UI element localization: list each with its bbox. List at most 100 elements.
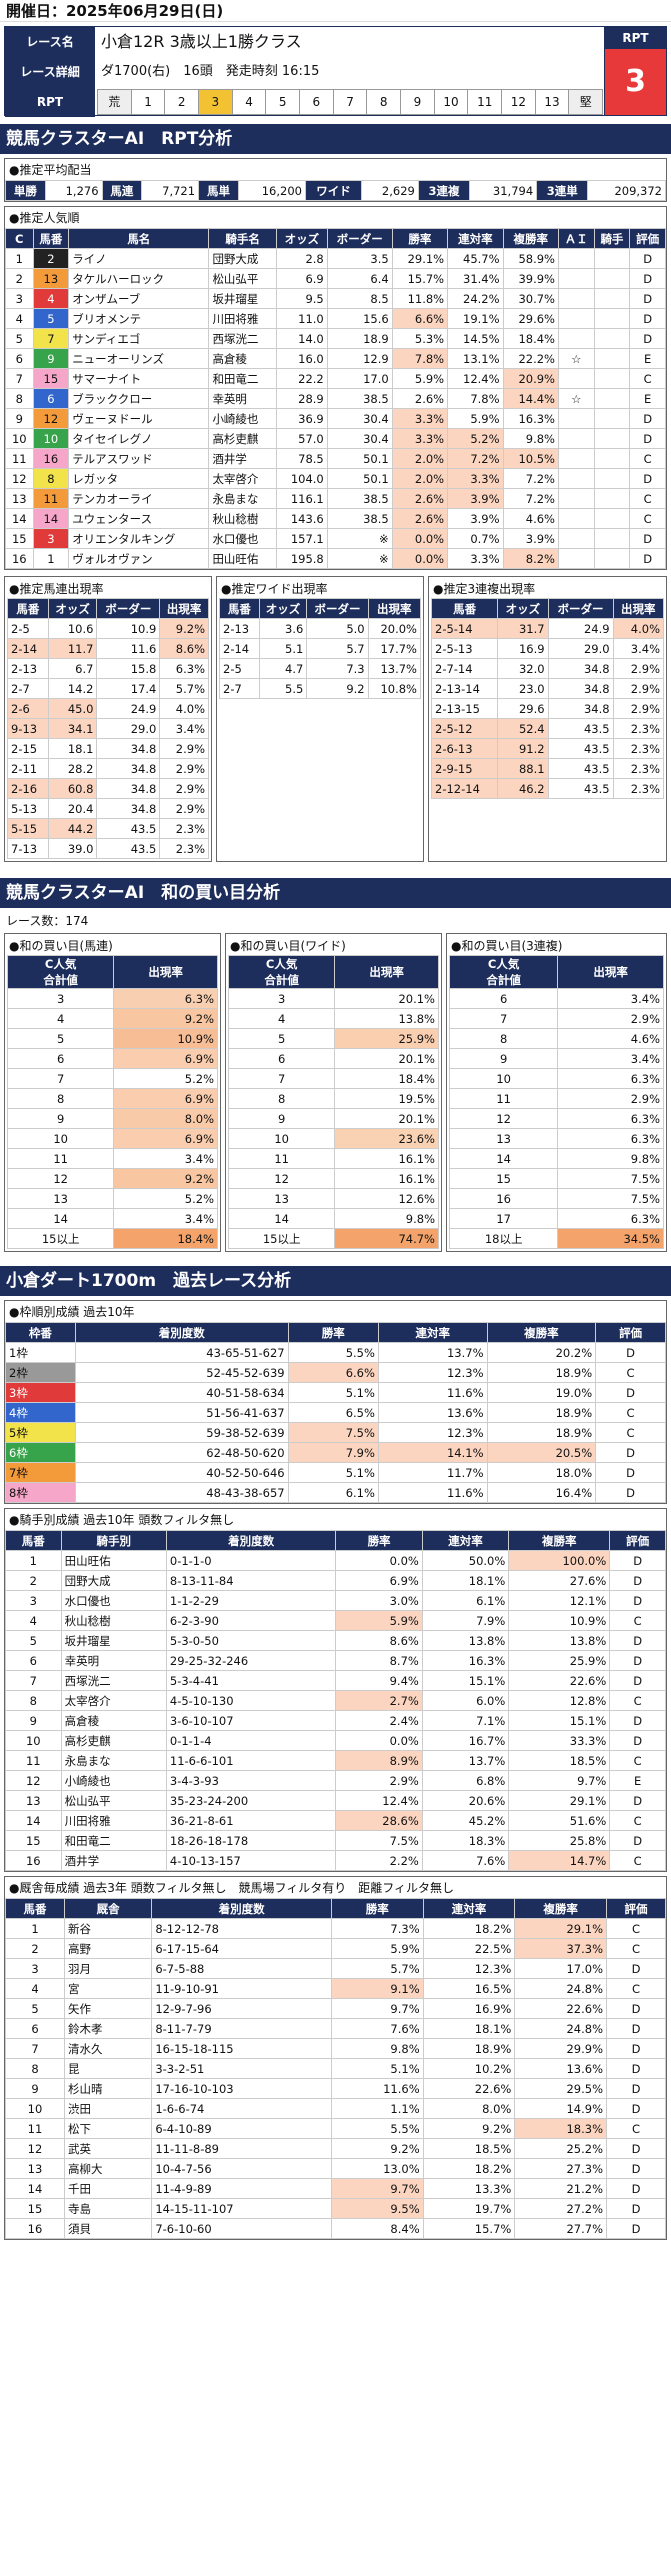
table-cell: [557, 448, 595, 469]
table-cell: 88.1: [497, 758, 549, 779]
table-cell: 5.9%: [335, 1610, 423, 1631]
table-cell: 2.9%: [612, 678, 665, 699]
table-cell: 46.2: [497, 778, 549, 799]
table-cell: [593, 268, 631, 289]
table-cell: 2-13-14: [430, 678, 499, 699]
table-cell: 10: [32, 428, 70, 449]
table-cell: 2.3%: [612, 738, 665, 759]
table-cell: 1: [5, 1918, 65, 1939]
table-cell: C: [609, 1750, 666, 1771]
table-cell: 32.0: [497, 658, 549, 679]
table-cell: 15: [448, 1168, 559, 1189]
table-cell: 9.2%: [113, 1168, 218, 1189]
popularity-header: ボーダー: [326, 228, 393, 249]
table-cell: ニューオーリンズ: [68, 348, 210, 369]
table-cell: 60.8: [47, 778, 98, 799]
payout-value: 7,721: [141, 180, 200, 201]
table-cell: 6.3%: [557, 1108, 664, 1129]
jockey-panel: ●騎手別成績 過去10年 頭数フィルタ無し 馬番 騎手別 着別度数 勝率 連対率 複勝率評…: [4, 1508, 667, 1872]
table-cell: 18.2%: [422, 2158, 516, 2179]
table-cell: 12.8%: [508, 1690, 611, 1711]
table-row: 12 8 レガッタ 太宰啓介 104.0 50.1 2.0% 3.3% 7.2% D: [5, 468, 666, 489]
table-cell: 7.9%: [421, 1610, 510, 1631]
table-cell: 9.2%: [422, 2118, 516, 2139]
table-cell: 和田竜二: [60, 1830, 167, 1851]
table-cell: 11-4-9-89: [151, 2178, 332, 2199]
table-cell: 2-12-14: [430, 778, 499, 799]
table-cell: 13: [5, 488, 34, 509]
table-row: 2-7-14 32.0 34.8 2.9%: [430, 658, 665, 679]
table-row: 3 6.3%: [6, 988, 218, 1009]
table-cell: 14: [227, 1208, 336, 1229]
table-cell: 5.9%: [391, 368, 449, 389]
table-row: 6 3.4%: [448, 988, 664, 1009]
popularity-header: 勝率: [391, 228, 449, 249]
table-cell: 7-6-10-60: [151, 2218, 332, 2239]
table-row: 2-14 11.7 11.6 8.6%: [7, 638, 209, 659]
table-cell: 30.7%: [502, 288, 559, 309]
table-cell: 15.7%: [391, 268, 449, 289]
table-cell: 6.1%: [287, 1482, 379, 1503]
table-cell: E: [609, 1770, 666, 1791]
table-cell: 21.2%: [514, 2178, 608, 2199]
table-cell: 1: [5, 248, 34, 269]
payout-caption: ●推定平均配当: [9, 163, 92, 177]
table-cell: 3.4%: [557, 988, 664, 1009]
table-cell: 14: [6, 1208, 115, 1229]
waku-header: 着別度数: [74, 1322, 289, 1343]
table-row: 14 千田 11-4-9-89 9.7% 13.3% 21.2% D: [5, 2178, 666, 2199]
table-row: 12 武英 11-11-8-89 9.2% 18.5% 25.2% D: [5, 2138, 666, 2159]
table-cell: 25.2%: [514, 2138, 608, 2159]
table-row: 3 羽月 6-7-5-88 5.7% 12.3% 17.0% D: [5, 1958, 666, 1979]
table-cell: 17.0%: [514, 1958, 608, 1979]
table-cell: 14: [32, 508, 70, 529]
table-cell: 19.1%: [447, 308, 504, 329]
table-row: 2-13 6.7 15.8 6.3%: [7, 658, 209, 679]
table-cell: [593, 488, 631, 509]
table-cell: 2-5: [7, 618, 49, 639]
table-row: 7 5.2%: [6, 1068, 218, 1089]
table-cell: 16.0: [275, 348, 328, 369]
table-row: 7 西塚洸二 5-3-4-41 9.4% 15.1% 22.6% D: [5, 1670, 666, 1691]
waku-caption: ●枠順別成績 過去10年: [9, 1305, 135, 1319]
table-row: 16 1 ヴォルオヴァン 田山旺佑 195.8 ※ 0.0% 3.3% 8.2% D: [5, 548, 666, 569]
table-cell: 12: [5, 468, 34, 489]
table-cell: 24.9: [547, 618, 614, 639]
sanren-header: 馬番: [430, 598, 499, 619]
table-cell: 9: [227, 1108, 336, 1129]
table-cell: 団野大成: [208, 248, 277, 269]
table-cell: 9: [5, 408, 34, 429]
table-row: 2-6 45.0 24.9 4.0%: [7, 698, 209, 719]
payout-value: 1,276: [44, 180, 103, 201]
table-cell: 20.1%: [334, 1048, 439, 1069]
table-cell: 34.5%: [557, 1228, 664, 1249]
table-cell: C: [595, 1402, 666, 1423]
table-cell: [557, 428, 595, 449]
table-cell: 16.4%: [486, 1482, 597, 1503]
table-row: 4 13.8%: [227, 1008, 439, 1029]
table-cell: 11.7: [47, 638, 98, 659]
payout-value: 16,200: [237, 180, 306, 201]
table-cell: 13: [227, 1188, 336, 1209]
table-cell: 7.2%: [502, 468, 559, 489]
table-row: 2-11 28.2 34.8 2.9%: [7, 758, 209, 779]
table-cell: 2.9%: [612, 658, 665, 679]
table-cell: 29.5%: [514, 2078, 608, 2099]
table-cell: 11.6%: [330, 2078, 424, 2099]
table-cell: 鈴木孝: [63, 2018, 153, 2039]
table-cell: C: [609, 1850, 666, 1871]
table-cell: 8: [5, 2058, 65, 2079]
popularity-header: 騎手名: [208, 228, 277, 249]
table-cell: 4.0%: [612, 618, 665, 639]
table-cell: 2枠: [5, 1362, 76, 1383]
table-cell: 1-1-2-29: [165, 1590, 337, 1611]
table-cell: 9.7%: [508, 1770, 611, 1791]
table-cell: C: [609, 1610, 666, 1631]
race-name-label: レース名: [5, 27, 95, 57]
table-cell: 5.9%: [330, 1938, 424, 1959]
table-cell: 12.6%: [334, 1188, 439, 1209]
table-cell: 4: [227, 1008, 336, 1029]
table-cell: 143.6: [275, 508, 328, 529]
table-cell: 16: [5, 1850, 62, 1871]
table-cell: D: [606, 2058, 666, 2079]
